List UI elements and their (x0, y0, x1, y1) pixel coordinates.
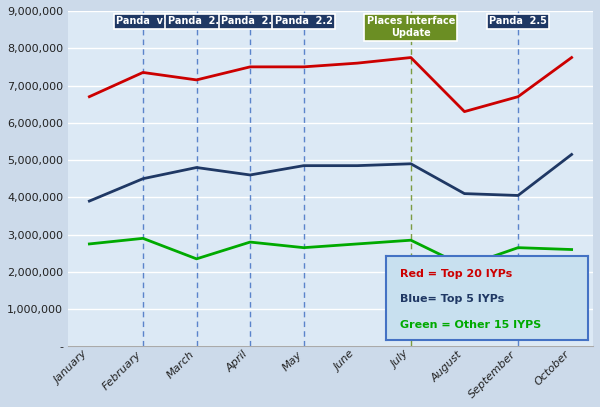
Text: Panda  2.0: Panda 2.0 (167, 17, 226, 26)
Text: Panda  2.1: Panda 2.1 (221, 17, 279, 26)
Text: Panda  v1: Panda v1 (116, 17, 170, 26)
Text: Panda  2.5: Panda 2.5 (489, 17, 547, 26)
Text: Places Interface
Update: Places Interface Update (367, 17, 455, 38)
Text: Panda  2.2: Panda 2.2 (275, 17, 332, 26)
